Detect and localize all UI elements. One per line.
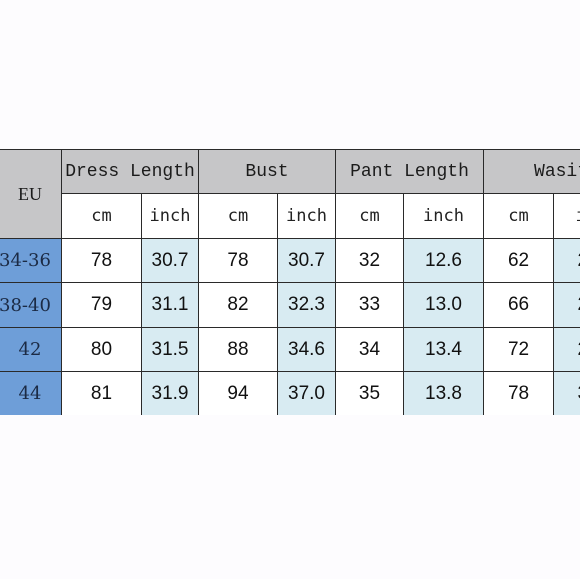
table-cell: 30.7: [141, 238, 199, 283]
table-cell: 31.9: [141, 371, 199, 415]
pant-length-header: Pant Length: [334, 149, 485, 194]
unit-header: inch: [553, 193, 580, 239]
eu-size-cell: 44: [0, 371, 62, 415]
table-cell: 33: [335, 282, 404, 328]
table-cell: 80: [61, 327, 142, 372]
unit-header: cm: [483, 193, 555, 239]
table-row: 38-40 79 31.1 82 32.3 33 13.0 66 26.0: [0, 282, 580, 328]
table-cell: 13.0: [402, 282, 485, 328]
table-cell: 66: [483, 282, 555, 328]
unit-header: inch: [141, 193, 199, 239]
table-cell: 72: [483, 327, 555, 372]
table-cell: 78: [483, 371, 555, 415]
eu-header: EU: [0, 149, 62, 239]
table-cell: 13.4: [402, 327, 485, 372]
unit-header: cm: [198, 193, 278, 239]
table-cell: 34.6: [277, 327, 336, 372]
table-cell: 81: [61, 371, 142, 415]
table-cell: 62: [483, 238, 555, 283]
table-row: 44 81 31.9 94 37.0 35 13.8 78 30.7: [0, 371, 580, 415]
size-chart: EU Dress Length Bust Pant Length Wasit c…: [0, 149, 580, 415]
dress-length-header: Dress Length: [61, 149, 199, 194]
table-cell: 79: [61, 282, 142, 328]
table-cell: 32: [335, 238, 404, 283]
table-row: 42 80 31.5 88 34.6 34 13.4 72 28.3: [0, 327, 580, 372]
table-cell: 32.3: [277, 282, 336, 328]
table-cell: 28.3: [553, 327, 580, 372]
table-cell: 26.0: [553, 282, 580, 328]
bust-header: Bust: [198, 149, 336, 194]
eu-size-cell: 34-36: [0, 238, 62, 283]
table-cell: 30.7: [277, 238, 336, 283]
table-cell: 31.5: [141, 327, 199, 372]
table-cell: 37.0: [277, 371, 336, 415]
table-cell: 35: [335, 371, 404, 415]
unit-header: cm: [335, 193, 404, 239]
table-cell: 13.8: [402, 371, 485, 415]
table-cell: 12.6: [402, 238, 485, 283]
table-cell: 82: [198, 282, 278, 328]
table-row: 34-36 78 30.7 78 30.7 32 12.6 62 24.4: [0, 238, 580, 283]
table-cell: 31.1: [141, 282, 199, 328]
waist-header: Wasit: [483, 149, 580, 194]
size-table: EU Dress Length Bust Pant Length Wasit c…: [0, 149, 580, 415]
table-cell: 30.7: [553, 371, 580, 415]
eu-size-cell: 42: [0, 327, 62, 372]
unit-header: inch: [402, 193, 485, 239]
unit-header: inch: [277, 193, 336, 239]
unit-header: cm: [61, 193, 142, 239]
table-cell: 78: [61, 238, 142, 283]
table-cell: 24.4: [553, 238, 580, 283]
eu-size-cell: 38-40: [0, 282, 62, 328]
table-cell: 94: [198, 371, 278, 415]
table-cell: 78: [198, 238, 278, 283]
table-cell: 88: [198, 327, 278, 372]
table-cell: 34: [335, 327, 404, 372]
